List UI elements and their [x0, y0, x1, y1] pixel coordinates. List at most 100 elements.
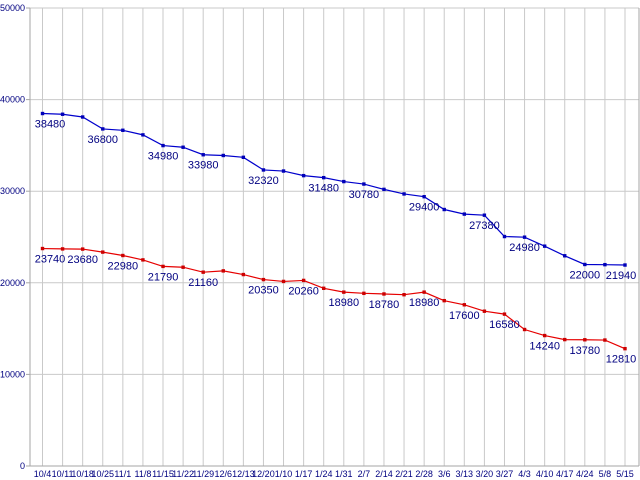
x-tick-label: 3/20: [476, 469, 494, 479]
series-blue-marker: [402, 192, 406, 196]
x-tick-label: 10/4: [34, 469, 52, 479]
x-tick-label: 2/28: [415, 469, 433, 479]
series-blue-marker: [141, 133, 145, 137]
x-tick-label: 4/3: [518, 469, 531, 479]
series-red-marker: [583, 338, 587, 342]
series-red-marker: [502, 312, 507, 316]
series-blue-marker: [542, 244, 547, 248]
series-blue-marker: [502, 234, 507, 239]
series-red-point-label: 12810: [606, 354, 637, 366]
series-blue-line: [42, 112, 626, 266]
series-red-marker: [281, 279, 286, 284]
series-red-marker: [542, 333, 547, 338]
series-red-point-label: 22980: [108, 261, 139, 273]
series-blue-marker: [40, 111, 45, 116]
series-red-marker: [522, 327, 527, 332]
y-tick-label: 40000: [0, 95, 25, 105]
series-red-marker: [402, 293, 406, 297]
series-red-marker: [60, 247, 65, 251]
x-tick-label: 12/20: [252, 469, 275, 479]
series-blue-point-label: 22000: [570, 269, 601, 281]
series-red-marker: [362, 291, 366, 296]
series-red-marker: [161, 264, 165, 269]
series-blue-marker: [563, 254, 567, 258]
x-tick-label: 10/11: [52, 469, 74, 479]
y-tick-label: 10000: [0, 369, 25, 379]
series-red-marker: [482, 309, 487, 313]
series-red-point-label: 21160: [188, 277, 218, 289]
series-blue-marker: [101, 127, 105, 131]
x-tick-label: 10/25: [91, 469, 114, 479]
series-blue-marker: [281, 169, 286, 173]
x-tick-label: 3/13: [456, 469, 474, 479]
series-red-point-label: 23680: [67, 254, 98, 266]
series-blue-point-label: 38480: [35, 119, 66, 131]
series-red-line: [42, 247, 626, 350]
x-tick-label: 11/8: [135, 469, 152, 479]
series-red-point-label: 21790: [148, 271, 179, 283]
series-red-marker: [101, 250, 105, 254]
series-blue-marker: [201, 153, 205, 157]
x-tick-label: 3/6: [438, 469, 451, 479]
series-red-marker: [382, 292, 386, 296]
series-red-point-label: 18980: [328, 297, 359, 309]
series-red-point-label: 20350: [248, 285, 279, 297]
series-blue-point-label: 36800: [87, 134, 118, 146]
series-blue-marker: [422, 194, 426, 199]
series-blue-marker: [181, 145, 185, 149]
x-tick-label: 12/6: [215, 469, 233, 479]
series-blue-marker: [583, 262, 587, 267]
series-red-point-label: 18780: [369, 299, 400, 311]
y-tick-label: 20000: [0, 278, 25, 288]
series-red-point-label: 17600: [449, 310, 480, 322]
series-blue-marker: [322, 175, 326, 180]
series-blue-point-label: 30780: [349, 189, 380, 201]
series-red-marker: [563, 337, 567, 342]
x-tick-label: 11/29: [192, 469, 214, 479]
x-tick-label: 1/10: [275, 469, 293, 479]
x-tick-label: 1/17: [295, 469, 313, 479]
series-blue-point-label: 34980: [148, 151, 179, 163]
x-tick-label: 1/31: [335, 469, 353, 479]
y-tick-label: 30000: [0, 186, 25, 196]
series-blue-point-label: 24980: [509, 242, 540, 254]
series-blue-marker: [482, 213, 487, 217]
series-blue-point-label: 21940: [606, 270, 637, 282]
series-blue-point-label: 27380: [469, 220, 500, 232]
series-red-marker: [422, 290, 426, 294]
series-red-marker: [623, 346, 627, 351]
series-blue-marker: [623, 263, 627, 267]
series-blue-point-label: 32320: [248, 175, 279, 187]
x-tick-label: 11/22: [172, 469, 194, 479]
x-tick-label: 2/21: [395, 469, 413, 479]
x-tick-label: 12/13: [232, 469, 255, 479]
series-blue-marker: [442, 207, 446, 212]
series-red-point-label: 18980: [409, 297, 440, 309]
series-red-point-label: 23740: [35, 254, 66, 266]
x-tick-label: 10/18: [71, 469, 94, 479]
series-red-point-label: 14240: [529, 341, 560, 353]
series-blue-marker: [60, 112, 65, 116]
series-blue-marker: [462, 212, 467, 216]
series-blue-marker: [522, 235, 527, 239]
series-blue-marker: [603, 262, 607, 267]
series-blue-marker: [362, 182, 366, 186]
series-red-marker: [301, 278, 306, 283]
series-red-marker: [121, 253, 125, 258]
series-red-marker: [462, 303, 467, 307]
series-blue-point-label: 33980: [188, 160, 219, 172]
series-blue-marker: [161, 143, 165, 148]
series-red-point-label: 20260: [288, 285, 319, 297]
x-tick-label: 3/27: [496, 469, 514, 479]
y-tick-label: 50000: [0, 3, 25, 13]
x-tick-label: 4/17: [556, 469, 574, 479]
series-red-marker: [40, 246, 45, 251]
x-tick-label: 2/14: [375, 469, 393, 479]
series-blue-marker: [221, 153, 225, 158]
series-red-marker: [241, 272, 246, 277]
series-blue-marker: [261, 168, 266, 172]
series-blue-marker: [241, 155, 246, 160]
